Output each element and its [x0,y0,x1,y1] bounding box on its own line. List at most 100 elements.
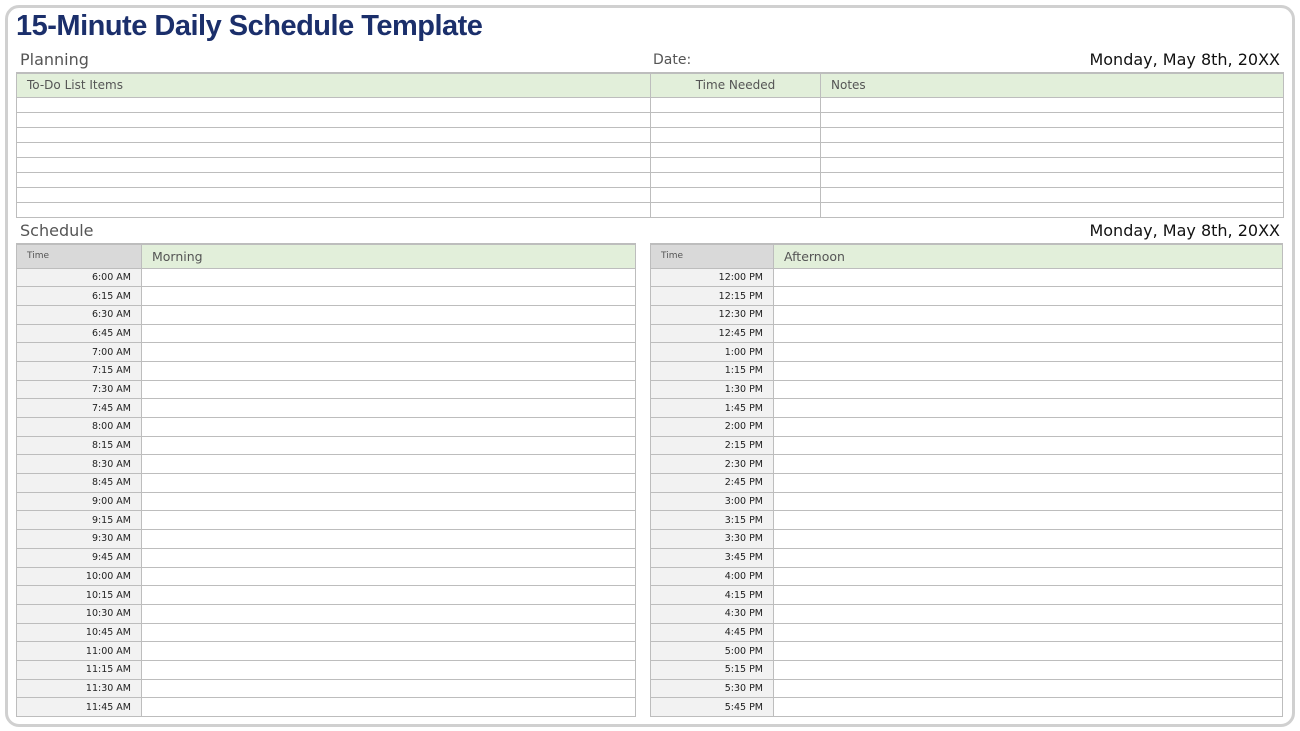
schedule-row: 5:00 PM [650,641,1283,661]
activity-cell[interactable] [141,398,636,418]
activity-cell[interactable] [141,360,636,381]
activity-cell[interactable] [141,622,636,643]
activity-cell[interactable] [773,360,1283,381]
time-needed-cell[interactable] [650,126,821,143]
activity-cell[interactable] [141,641,636,661]
todo-cell[interactable] [16,202,651,219]
schedule-row: 9:00 AM [16,491,636,512]
time-cell: 11:15 AM [16,659,142,680]
activity-cell[interactable] [773,566,1283,587]
time-needed-cell[interactable] [650,156,821,173]
activity-cell[interactable] [141,659,636,680]
time-cell: 1:30 PM [650,379,774,400]
schedule-row: 11:45 AM [16,697,636,717]
time-needed-cell[interactable] [650,187,821,204]
col-notes: Notes [820,72,1284,98]
activity-cell[interactable] [141,603,636,624]
activity-cell[interactable] [141,323,636,344]
activity-cell[interactable] [773,286,1283,306]
schedule-row: 1:15 PM [650,360,1283,381]
time-cell: 10:15 AM [16,585,142,605]
activity-cell[interactable] [773,491,1283,512]
activity-cell[interactable] [141,342,636,362]
activity-cell[interactable] [141,510,636,531]
todo-cell[interactable] [16,187,651,204]
notes-cell[interactable] [820,111,1284,128]
notes-cell[interactable] [820,141,1284,158]
activity-cell[interactable] [141,379,636,400]
time-cell: 8:45 AM [16,473,142,493]
schedule-row: 5:30 PM [650,678,1283,699]
schedule-row: 3:45 PM [650,547,1283,568]
activity-cell[interactable] [773,304,1283,325]
time-cell: 7:45 AM [16,398,142,418]
time-cell: 2:30 PM [650,454,774,475]
col-todo: To-Do List Items [16,72,651,98]
activity-cell[interactable] [141,473,636,493]
activity-cell[interactable] [141,435,636,456]
todo-cell[interactable] [16,156,651,173]
time-needed-cell[interactable] [650,96,821,113]
activity-cell[interactable] [141,417,636,437]
schedule-row: 7:30 AM [16,379,636,400]
time-cell: 9:15 AM [16,510,142,531]
activity-cell[interactable] [773,641,1283,661]
activity-cell[interactable] [773,510,1283,531]
activity-cell[interactable] [773,529,1283,549]
notes-cell[interactable] [820,126,1284,143]
activity-cell[interactable] [773,547,1283,568]
date-label: Date: [653,52,692,68]
activity-cell[interactable] [141,454,636,475]
activity-cell[interactable] [773,342,1283,362]
activity-cell[interactable] [141,566,636,587]
time-needed-cell[interactable] [650,171,821,189]
time-cell: 4:00 PM [650,566,774,587]
notes-cell[interactable] [820,187,1284,204]
time-needed-cell[interactable] [650,141,821,158]
activity-cell[interactable] [773,454,1283,475]
planning-row [16,141,1284,158]
activity-cell[interactable] [141,678,636,699]
schedule-row: 4:30 PM [650,603,1283,624]
activity-cell[interactable] [141,697,636,717]
activity-cell[interactable] [141,529,636,549]
activity-cell[interactable] [773,417,1283,437]
activity-cell[interactable] [141,585,636,605]
activity-cell[interactable] [773,603,1283,624]
activity-cell[interactable] [141,286,636,306]
planning-row [16,171,1284,189]
notes-cell[interactable] [820,96,1284,113]
activity-cell[interactable] [141,267,636,288]
schedule-row: 8:15 AM [16,435,636,456]
activity-cell[interactable] [773,379,1283,400]
todo-cell[interactable] [16,171,651,189]
time-cell: 12:45 PM [650,323,774,344]
todo-cell[interactable] [16,126,651,143]
activity-cell[interactable] [773,267,1283,288]
activity-cell[interactable] [773,473,1283,493]
notes-cell[interactable] [820,156,1284,173]
time-needed-cell[interactable] [650,111,821,128]
activity-cell[interactable] [773,323,1283,344]
activity-cell[interactable] [141,304,636,325]
activity-cell[interactable] [773,697,1283,717]
activity-cell[interactable] [773,435,1283,456]
activity-cell[interactable] [773,622,1283,643]
todo-cell[interactable] [16,96,651,113]
notes-cell[interactable] [820,171,1284,189]
schedule-label: Schedule [20,221,94,240]
time-needed-cell[interactable] [650,202,821,219]
notes-cell[interactable] [820,202,1284,219]
activity-cell[interactable] [773,398,1283,418]
activity-cell[interactable] [773,659,1283,680]
activity-cell[interactable] [773,585,1283,605]
time-cell: 9:45 AM [16,547,142,568]
todo-cell[interactable] [16,141,651,158]
schedule-row: 12:30 PM [650,304,1283,325]
activity-cell[interactable] [141,491,636,512]
activity-cell[interactable] [141,547,636,568]
schedule-row: 5:15 PM [650,659,1283,680]
planning-label: Planning [20,50,89,69]
activity-cell[interactable] [773,678,1283,699]
todo-cell[interactable] [16,111,651,128]
